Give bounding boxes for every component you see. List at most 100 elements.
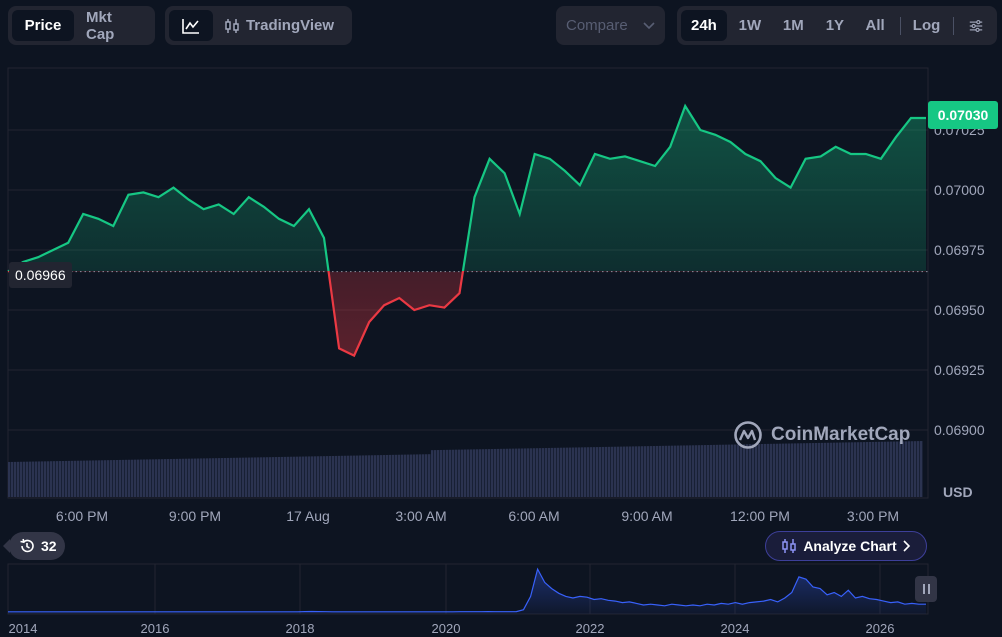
volume-bar [479,449,482,497]
volume-bar [383,455,386,497]
volume-bar [707,444,710,497]
x-tick-label: 3:00 PM [846,508,900,524]
line-chart-button[interactable] [169,10,213,41]
volume-bar [80,460,83,497]
volume-bar [95,460,98,497]
volume-bar [38,461,41,497]
volume-bar [791,443,794,497]
volume-bar [764,443,767,497]
volume-bar [356,455,359,497]
volume-bar [416,454,419,497]
volume-bar [761,443,764,497]
volume-bar [467,449,470,497]
analyze-chart-button[interactable]: Analyze Chart [765,531,927,561]
range-1y[interactable]: 1Y [825,17,845,34]
volume-bar [527,448,530,497]
volume-bar [491,449,494,497]
tradingview-button[interactable]: TradingView [215,10,343,41]
volume-bar [605,446,608,497]
volume-bar [227,457,230,497]
volume-bar [785,443,788,497]
volume-bar [896,441,899,497]
volume-bar [680,445,683,497]
volume-bar [632,446,635,497]
range-selector: 24h 1W 1M 1Y All Log [677,6,997,45]
volume-bar [281,456,284,497]
volume-bar [710,444,713,497]
range-24h[interactable]: 24h [681,10,727,41]
volume-bar [404,454,407,497]
volume-bar [275,457,278,497]
range-1m[interactable]: 1M [782,17,804,34]
volume-bar [257,457,260,497]
volume-bar [128,459,131,497]
volume-bar [653,446,656,497]
volume-bar [290,456,293,497]
volume-bar [221,458,224,497]
volume-bar [497,448,500,497]
volume-bar [644,446,647,497]
settings-button[interactable] [959,10,993,41]
price-tab[interactable]: Price [12,10,74,41]
volume-bar [848,442,851,497]
volume-bar [158,459,161,497]
volume-bar [692,445,695,497]
handle-grip-left [922,584,925,594]
navigator-chart[interactable] [7,563,929,615]
coinmarketcap-watermark: CoinMarketCap [733,420,910,450]
volume-bar [53,461,56,497]
volume-bar [641,446,644,497]
range-all[interactable]: All [865,17,885,34]
volume-bar [899,441,902,497]
chart-type-toggle: TradingView [165,6,352,45]
open-price-tag: 0.06966 [9,262,72,288]
volume-bar [185,458,188,497]
volume-bar [626,446,629,497]
volume-bar [752,444,755,497]
volume-bar [806,443,809,497]
log-scale-button[interactable]: Log [912,17,941,34]
volume-bar [611,446,614,497]
volume-bar [164,459,167,497]
volume-bar [323,456,326,497]
mktcap-tab[interactable]: Mkt Cap [86,8,115,43]
volume-bar [554,447,557,497]
compare-label: Compare [566,17,628,34]
plot-frame [7,67,929,499]
volume-bar [359,455,362,497]
navigator-handle[interactable] [915,576,937,602]
volume-bar [452,449,455,497]
volume-bar [62,460,65,497]
volume-bar [797,443,800,497]
volume-bar [77,460,80,497]
volume-bar [380,455,383,497]
volume-bar [614,446,617,497]
volume-bar [32,461,35,497]
volume-bar [773,443,776,497]
volume-bar [134,459,137,497]
navigator-tick-label: 2026 [865,621,895,636]
volume-bar [314,456,317,497]
volume-bar [671,445,674,497]
compare-dropdown[interactable]: Compare [556,6,665,45]
navigator-area [8,569,926,614]
volume-bar [575,447,578,497]
volume-bar [377,455,380,497]
volume-bar [368,455,371,497]
volume-bar [470,449,473,497]
history-button[interactable]: 32 [3,532,65,560]
volume-bar [593,447,596,497]
range-1w[interactable]: 1W [738,17,762,34]
volume-bar [629,446,632,497]
volume-bar [56,461,59,497]
volume-bar [668,445,671,497]
candlestick-icon [782,539,797,553]
volume-bar [851,442,854,497]
y-tick-label: 0.06925 [934,362,985,378]
volume-bar [578,447,581,497]
volume-bar [326,456,329,497]
volume-bar [533,448,536,497]
volume-bar [854,442,857,497]
volume-bar [521,448,524,497]
